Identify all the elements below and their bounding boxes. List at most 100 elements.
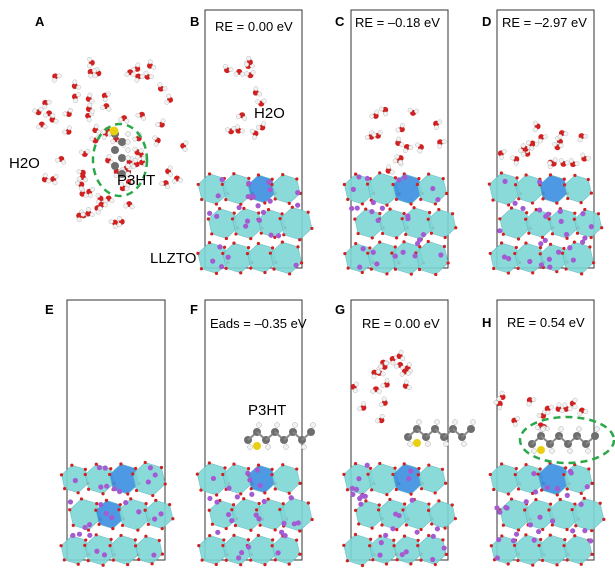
oxygen-atom xyxy=(441,538,445,542)
oxygen-atom xyxy=(199,267,204,271)
oxygen-atom xyxy=(133,538,137,542)
oxygen-atom xyxy=(144,502,148,506)
oxygen-atom xyxy=(524,173,528,177)
hydrogen-atom xyxy=(416,419,422,425)
oxygen-atom xyxy=(221,543,225,548)
oxygen-atom xyxy=(222,538,226,542)
lithium-atom xyxy=(356,476,362,482)
lithium-atom xyxy=(247,477,253,483)
lithium-atom xyxy=(567,245,573,251)
water-hydrogen xyxy=(225,127,230,133)
oxygen-atom xyxy=(280,240,284,244)
lithium-atom xyxy=(357,264,363,270)
oxygen-atom xyxy=(499,241,504,245)
oxygen-atom xyxy=(524,533,528,537)
oxygen-atom xyxy=(232,172,236,176)
lithium-atom xyxy=(409,497,415,503)
oxygen-atom xyxy=(579,201,583,205)
lithium-atom xyxy=(158,511,164,517)
lithium-atom xyxy=(402,174,408,180)
oxygen-atom xyxy=(385,203,389,207)
oxygen-atom xyxy=(281,463,285,467)
oxygen-atom xyxy=(83,543,87,547)
water-hydrogen xyxy=(353,388,358,393)
water-hydrogen xyxy=(78,149,84,155)
oxygen-atom xyxy=(537,543,541,548)
water-hydrogen xyxy=(55,157,60,163)
water-hydrogen xyxy=(159,181,165,187)
oxygen-atom xyxy=(540,488,544,492)
oxygen-atom xyxy=(59,544,63,548)
oxygen-atom xyxy=(404,232,408,237)
oxygen-atom xyxy=(516,266,520,270)
llzto-slabs xyxy=(59,171,606,568)
oxygen-atom xyxy=(563,183,567,187)
oxygen-atom xyxy=(196,251,200,255)
water-oxygen xyxy=(398,126,405,133)
water-hydrogen xyxy=(86,63,92,69)
polymer-label-a: P3HT xyxy=(117,172,155,189)
oxygen-atom xyxy=(394,197,399,202)
oxygen-atom xyxy=(221,251,225,256)
water-hydrogen xyxy=(235,114,241,120)
oxygen-atom xyxy=(356,231,360,236)
oxygen-atom xyxy=(270,544,274,548)
oxygen-atom xyxy=(86,528,91,532)
oxygen-atom xyxy=(224,198,228,202)
lithium-atom xyxy=(253,512,259,518)
lithium-atom xyxy=(276,233,282,239)
lithium-atom xyxy=(564,492,570,498)
lithium-atom xyxy=(102,465,108,471)
oxygen-atom xyxy=(118,503,122,507)
oxygen-atom xyxy=(388,207,392,211)
oxygen-atom xyxy=(402,534,407,538)
oxygen-atom xyxy=(370,236,374,240)
lithium-atom xyxy=(441,545,447,551)
lithium-atom xyxy=(430,556,436,563)
water-hydrogen xyxy=(396,136,402,142)
oxygen-atom xyxy=(573,502,577,506)
oxygen-atom xyxy=(579,491,583,495)
water-hydrogen xyxy=(545,410,551,416)
lithium-atom xyxy=(260,209,267,215)
oxygen-atom xyxy=(306,501,310,505)
oxygen-atom xyxy=(270,246,275,250)
water-hydrogen xyxy=(568,158,574,164)
water-hydrogen xyxy=(76,169,82,175)
oxygen-atom xyxy=(548,533,552,537)
oxygen-atom xyxy=(565,487,569,491)
oxygen-atom xyxy=(409,492,413,496)
water-hydrogen xyxy=(233,71,239,77)
water-hydrogen xyxy=(414,108,419,114)
lithium-atom xyxy=(145,479,151,485)
oxygen-atom xyxy=(159,465,164,470)
water-oxygen xyxy=(134,65,141,72)
oxygen-atom xyxy=(417,176,421,181)
lithium-atom xyxy=(364,462,370,468)
oxygen-atom xyxy=(392,544,396,548)
lithium-atom xyxy=(537,179,543,185)
oxygen-atom xyxy=(126,562,130,567)
panel-letter-a: A xyxy=(35,14,45,29)
water-oxygen xyxy=(437,139,444,146)
water-hydrogen xyxy=(141,115,147,121)
oxygen-atom xyxy=(310,517,314,522)
oxygen-atom xyxy=(393,245,397,249)
oxygen-atom xyxy=(295,177,299,181)
oxygen-atom xyxy=(256,533,260,538)
oxygen-atom xyxy=(224,526,228,531)
oxygen-atom xyxy=(234,232,238,236)
oxygen-atom xyxy=(514,245,518,250)
oxygen-atom xyxy=(450,212,455,216)
water-hydrogen xyxy=(535,425,540,430)
water-hydrogen xyxy=(557,134,563,139)
oxygen-atom xyxy=(429,231,434,235)
water-hydrogen xyxy=(407,362,412,367)
hydrogen-atom xyxy=(125,155,131,161)
oxygen-atom xyxy=(513,473,517,477)
water-hydrogen xyxy=(564,160,570,166)
water-oxygen xyxy=(526,397,533,404)
lithium-atom xyxy=(532,489,539,495)
lithium-atom xyxy=(531,470,537,477)
water-hydrogen xyxy=(548,404,554,410)
